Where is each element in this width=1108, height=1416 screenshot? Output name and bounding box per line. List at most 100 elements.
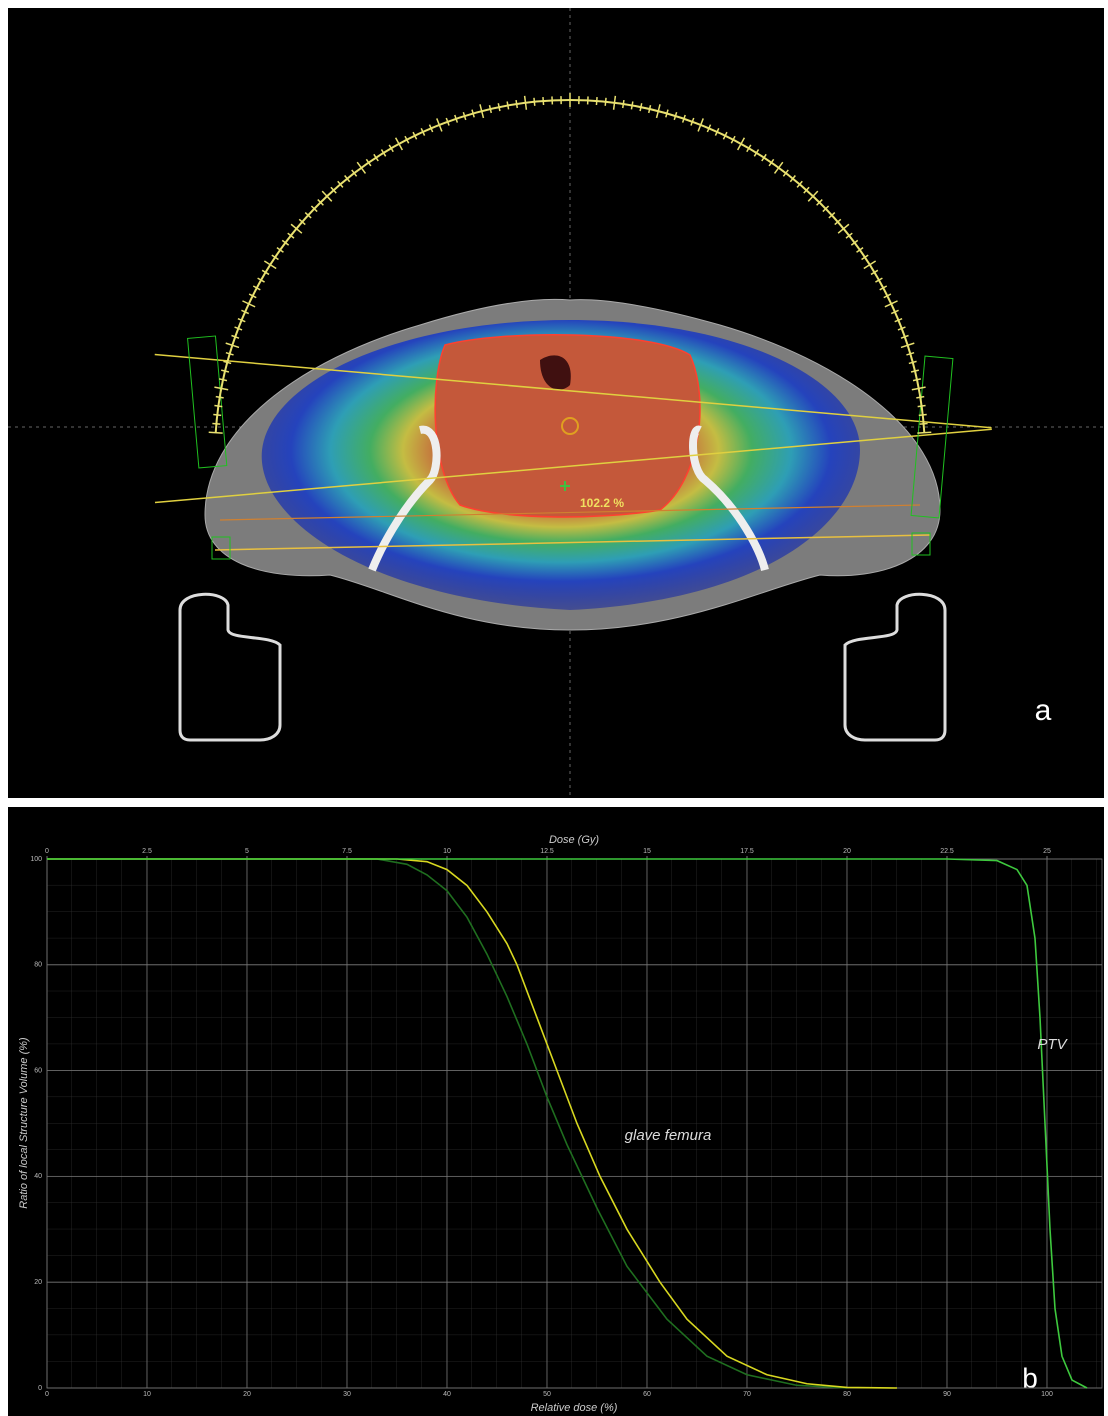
- arc-tick: [225, 342, 240, 349]
- arc-tick: [714, 127, 720, 136]
- arc-tick: [753, 149, 760, 157]
- arc-tick: [479, 104, 485, 119]
- femur-right: [689, 425, 769, 572]
- arc-tick: [879, 285, 888, 291]
- arc-tick: [445, 117, 450, 126]
- arc-tick: [225, 351, 234, 356]
- x-tick-label: 0: [45, 1391, 49, 1398]
- arc-tick: [706, 124, 712, 133]
- arc-tick: [263, 260, 277, 270]
- arc-tick: [697, 118, 704, 132]
- x2-tick-label: 5: [245, 848, 249, 855]
- isocenter: [561, 417, 579, 435]
- arc-tick: [612, 95, 617, 110]
- arc-tick: [330, 186, 337, 194]
- arc-tick: [761, 153, 767, 162]
- x-tick-label: 80: [843, 1391, 851, 1398]
- arc-tick: [373, 153, 379, 162]
- arc-tick: [906, 351, 915, 356]
- arc-tick: [912, 378, 921, 382]
- collimator: [187, 335, 228, 469]
- arc-tick: [287, 232, 295, 239]
- arc-tick: [639, 103, 643, 112]
- y-tick-label: 40: [34, 1173, 42, 1180]
- curve-label: glave femura: [625, 1127, 712, 1144]
- arc-tick: [488, 104, 493, 114]
- arc-tick: [454, 114, 459, 123]
- arc-tick: [317, 199, 324, 206]
- arc-tick: [380, 149, 387, 157]
- x2-tick-label: 7.5: [342, 848, 352, 855]
- arc-tick: [789, 175, 796, 183]
- x-tick-label: 100: [1041, 1391, 1053, 1398]
- arc-tick: [856, 247, 864, 253]
- arc-tick: [290, 223, 303, 234]
- arc-tick: [665, 109, 669, 118]
- arc-tick: [861, 254, 869, 261]
- arc-tick: [655, 104, 661, 119]
- arc-tick: [837, 223, 850, 234]
- arc-tick: [803, 186, 810, 194]
- arc-tick: [917, 431, 932, 434]
- y-tick-label: 100: [30, 856, 42, 863]
- collimator: [911, 532, 931, 556]
- beam-line: [214, 534, 931, 551]
- arc-tick: [310, 205, 318, 213]
- arc-tick: [420, 127, 426, 136]
- arc-tick: [884, 300, 898, 308]
- x-axis-title: Relative dose (%): [531, 1402, 618, 1414]
- curve-label: PTV: [1037, 1036, 1068, 1053]
- y-tick-label: 0: [38, 1385, 42, 1392]
- y-axis-title: Ratio of local Structure Volume (%): [18, 1037, 30, 1209]
- femur-left: [368, 425, 441, 572]
- x2-tick-label: 2.5: [142, 848, 152, 855]
- arc-tick: [515, 99, 519, 109]
- arc-tick: [807, 190, 819, 202]
- marker: [560, 481, 570, 491]
- arc-tick: [890, 309, 899, 315]
- y-tick-label: 60: [34, 1067, 42, 1074]
- dvh-curve: [47, 858, 898, 1389]
- arc-tick: [412, 131, 418, 140]
- arc-tick: [919, 422, 928, 425]
- arc-tick: [782, 169, 789, 177]
- arc-tick: [875, 277, 883, 283]
- y-tick-label: 80: [34, 962, 42, 969]
- arc-tick: [850, 239, 859, 246]
- arc-tick: [234, 326, 243, 331]
- collimator: [910, 355, 954, 519]
- arc-tick: [388, 144, 394, 153]
- x-tick-label: 50: [543, 1391, 551, 1398]
- x2-tick-label: 22.5: [940, 848, 954, 855]
- arc-tick: [722, 131, 728, 140]
- ptv-contour: [434, 334, 701, 518]
- x-tick-label: 20: [243, 1391, 251, 1398]
- arc-tick: [221, 369, 230, 373]
- arc-tick: [822, 205, 830, 213]
- arc-tick: [298, 218, 306, 226]
- arc-tick: [394, 137, 404, 151]
- arc-tick: [471, 109, 475, 118]
- arc-tick: [523, 95, 528, 110]
- x-tick-label: 60: [643, 1391, 651, 1398]
- beam-line: [154, 353, 992, 429]
- arc-tick: [900, 334, 909, 339]
- couch-support: [843, 592, 947, 742]
- x-tick-label: 90: [943, 1391, 951, 1398]
- arc-tick: [870, 269, 879, 276]
- arc-tick: [595, 96, 598, 106]
- arc-tick: [321, 190, 333, 202]
- arc-tick: [604, 97, 607, 106]
- arc-tick: [214, 386, 229, 391]
- arc-tick: [883, 293, 892, 299]
- gantry-arc: [208, 93, 932, 434]
- x2-tick-label: 15: [643, 848, 651, 855]
- arc-tick: [533, 97, 536, 106]
- arc-tick: [261, 269, 270, 276]
- arc-tick: [252, 285, 261, 291]
- arc-tick: [796, 180, 803, 188]
- couch-support: [178, 592, 282, 742]
- x2-axis-title: Dose (Gy): [549, 834, 599, 846]
